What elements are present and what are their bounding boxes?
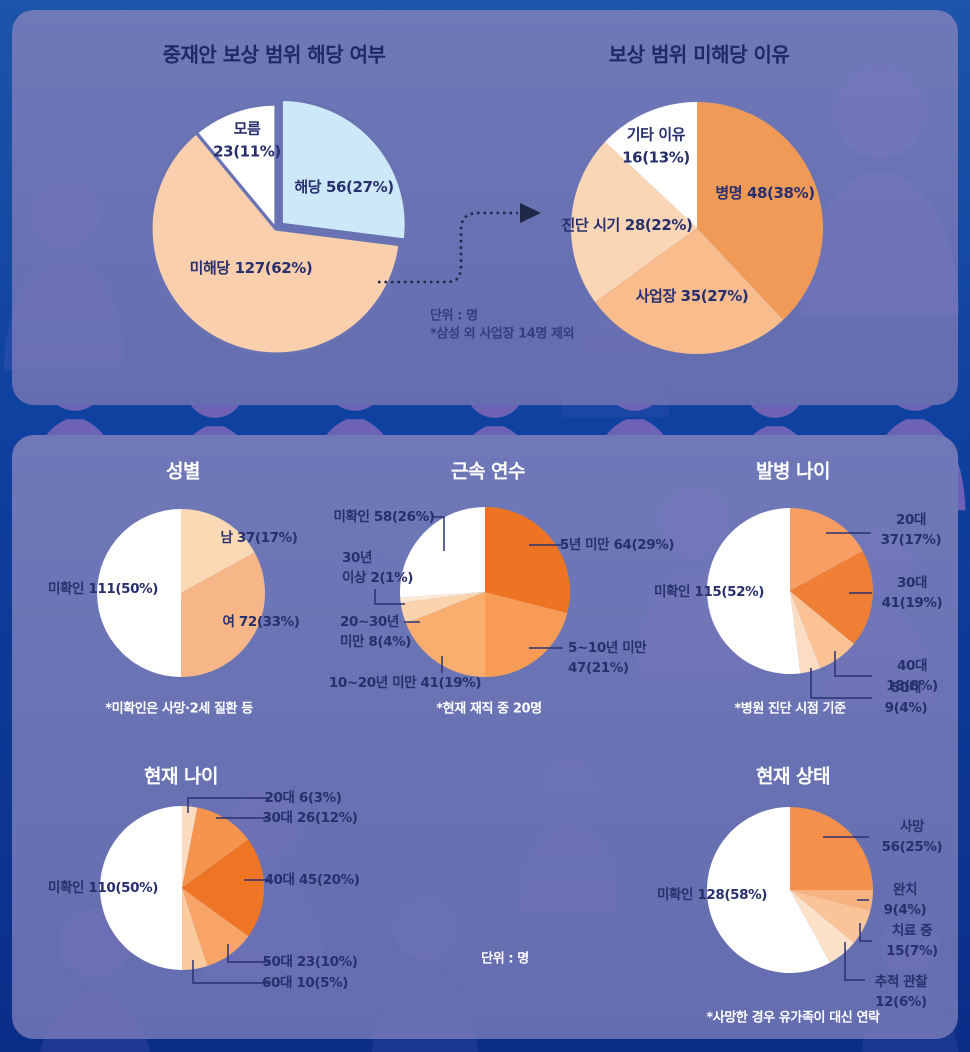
pie-slice	[400, 592, 485, 624]
leader-line	[844, 942, 865, 981]
chart-title-current-age: 현재 나이	[143, 765, 219, 788]
leader-line	[374, 589, 405, 605]
pie-current-status	[707, 807, 873, 973]
pie-slice	[485, 592, 568, 677]
reason-label-workplace: 사업장 35(27%)	[635, 286, 749, 305]
leader-line	[859, 923, 872, 942]
pie-slice	[790, 889, 873, 911]
pie-gender	[97, 509, 265, 677]
pie-onset-age	[707, 508, 873, 674]
pie-slice	[180, 509, 255, 593]
pie-slice	[100, 806, 183, 970]
coverage-label-unknown: 모름 23(11%)	[213, 119, 281, 161]
tenure-label-20to30: 20~30년 미만 8(4%)	[340, 613, 411, 650]
chart-title-non-coverage-reason: 보상 범위 미해당 이유	[608, 42, 790, 67]
current-age-label-unknown: 미확인 110(50%)	[48, 879, 158, 896]
leader-line	[433, 516, 445, 551]
pie-slice	[149, 131, 402, 356]
tenure-footnote: *현재 재직 중 20명	[436, 701, 542, 717]
leader-line	[834, 651, 872, 677]
coverage-label-eligible: 해당 56(27%)	[294, 177, 394, 196]
status-footnote: *사망한 경우 유가족이 대신 연락	[706, 1010, 880, 1026]
pie-slice	[789, 508, 863, 591]
reason-label-diagnosis: 진단 시기 28(22%)	[561, 215, 693, 234]
gender-label-unknown: 미확인 111(50%)	[48, 580, 158, 597]
pie-slice	[400, 592, 485, 603]
pie-current-age	[100, 806, 264, 970]
pie-slice	[790, 591, 854, 669]
leader-line	[192, 960, 270, 984]
current-age-label-40s: 40대 45(20%)	[264, 871, 360, 888]
pie-slice	[696, 102, 823, 320]
status-label-unknown: 미확인 128(58%)	[657, 886, 767, 903]
tenure-label-10to20: 10~20년 미만 41(19%)	[328, 674, 482, 691]
chart-title-arbitration-coverage: 중재안 보상 범위 해당 여부	[162, 42, 386, 67]
reason-label-other: 기타 이유 16(13%)	[622, 125, 690, 167]
pie-slice	[790, 551, 873, 644]
tenure-label-over30: 30년 이상 2(1%)	[342, 549, 413, 586]
pie-slice	[790, 890, 871, 943]
leader-line	[227, 944, 270, 963]
current-age-label-50s: 50대 23(10%)	[262, 953, 358, 970]
pie-slice	[181, 806, 198, 888]
pie-slice	[182, 888, 208, 970]
gender-label-male: 남 37(17%)	[220, 529, 298, 546]
onset-label-50s: 50대 9(4%)	[884, 679, 928, 716]
pie-non-coverage-reason	[570, 102, 823, 355]
pie-slice	[182, 888, 249, 966]
leader-line	[810, 668, 872, 699]
tenure-label-unknown: 미확인 58(26%)	[333, 508, 435, 525]
pie-slice	[182, 839, 264, 937]
current-age-label-30s: 30대 26(12%)	[262, 809, 358, 826]
pie-slice	[605, 102, 697, 228]
gender-label-female: 여 72(33%)	[222, 613, 300, 630]
status-label-cured: 완치 9(4%)	[883, 881, 927, 918]
onset-label-30s: 30대 41(19%)	[881, 574, 943, 611]
onset-label-40s: 40대 18(8%)	[886, 657, 938, 694]
status-label-followup: 추적 관찰 12(6%)	[874, 973, 928, 1010]
exclusion-note: *삼성 외 사업장 14명 제외	[430, 326, 575, 342]
pie-slice	[790, 591, 821, 674]
coverage-label-not-eligible: 미해당 127(62%)	[189, 258, 313, 277]
gender-footnote: *미확인은 사망·2세 질환 등	[105, 701, 253, 717]
pie-slice	[790, 890, 854, 963]
pie-slice	[707, 508, 801, 674]
status-label-deceased: 사망 56(25%)	[881, 818, 943, 855]
dotted-arrow-icon	[378, 203, 541, 284]
pie-slice	[484, 507, 570, 614]
pie-slice	[405, 592, 486, 677]
chart-title-tenure: 근속 연수	[450, 460, 526, 483]
current-age-label-60s: 60대 10(5%)	[262, 974, 348, 991]
pie-arbitration-coverage	[149, 97, 408, 356]
tenure-label-5to10: 5~10년 미만 47(21%)	[568, 639, 647, 676]
onset-footnote: *병원 진단 시점 기준	[734, 701, 846, 717]
onset-label-20s: 20대 37(17%)	[880, 511, 942, 548]
pie-slice	[97, 509, 182, 677]
chart-title-gender: 성별	[166, 460, 200, 483]
pie-slice	[789, 807, 873, 890]
pie-slice	[595, 228, 784, 355]
chart-title-current-status: 현재 상태	[755, 765, 831, 788]
unit-note-top: 단위 : 명	[430, 308, 478, 324]
pie-slice	[570, 141, 697, 303]
leader-line	[187, 797, 270, 813]
chart-title-onset-age: 발병 나이	[755, 460, 831, 483]
pie-slice	[194, 102, 278, 231]
pie-slice	[707, 807, 830, 973]
tenure-label-under5: 5년 미만 64(29%)	[559, 536, 675, 553]
status-label-treating: 치료 중 15(7%)	[886, 922, 938, 959]
reason-label-disease: 병명 48(38%)	[715, 183, 815, 202]
pie-slice	[182, 807, 249, 888]
unit-note-bottom: 단위 : 명	[481, 951, 529, 967]
pie-slice	[279, 97, 408, 242]
leader-lines	[187, 516, 872, 984]
onset-label-unknown: 미확인 115(52%)	[654, 583, 764, 600]
pie-slice	[181, 552, 265, 677]
pie-tenure	[400, 507, 570, 677]
current-age-label-20s: 20대 6(3%)	[264, 789, 342, 806]
pie-slice	[400, 507, 485, 598]
